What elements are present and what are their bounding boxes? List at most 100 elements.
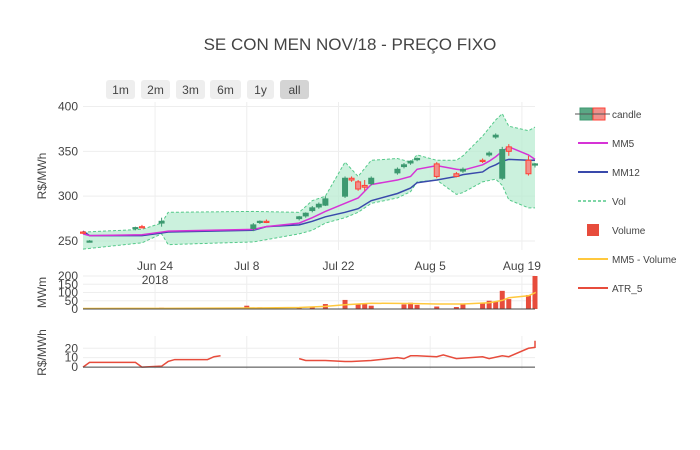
- candle: [532, 162, 538, 168]
- legend-item-mm12[interactable]: MM12: [578, 168, 640, 179]
- range-button-label: all: [288, 83, 300, 97]
- mm5-volume-line: [82, 291, 536, 310]
- candle: [407, 160, 414, 165]
- candle: [250, 223, 257, 232]
- volume-bar: [493, 301, 499, 309]
- y-tick-label: 400: [58, 99, 78, 113]
- candle-body: [263, 220, 270, 223]
- range-button-label: 3m: [182, 83, 199, 97]
- candle-body: [256, 220, 263, 223]
- range-button-bg: [141, 80, 170, 99]
- candle-body: [296, 216, 303, 220]
- candle: [453, 171, 460, 178]
- range-button-label: 2m: [147, 83, 164, 97]
- candle-body: [459, 168, 466, 172]
- volume-bar: [506, 299, 512, 309]
- candle-body: [525, 159, 532, 175]
- candle: [414, 157, 421, 162]
- chart-title: SE CON MEN NOV/18 - PREÇO FIXO: [204, 35, 497, 54]
- atr-5-line: [298, 340, 536, 363]
- candle-body: [86, 240, 93, 243]
- candle: [322, 196, 329, 207]
- candle: [361, 180, 368, 191]
- candle-body: [138, 226, 145, 229]
- candle: [302, 212, 309, 218]
- candle-body: [453, 173, 460, 177]
- candle: [400, 162, 407, 169]
- volume-bar: [453, 307, 459, 309]
- y-axis-title-price: R$/MWh: [35, 153, 49, 200]
- range-button-bg: [280, 80, 309, 99]
- x-tick-label: Jun 24: [137, 259, 173, 273]
- candle: [486, 151, 493, 157]
- legend-label: MM5: [612, 139, 635, 150]
- y-tick-label: 20: [65, 341, 79, 355]
- candle-body: [394, 168, 401, 174]
- y-tick-label: 150: [58, 277, 78, 291]
- volume-bar: [401, 304, 407, 309]
- candle-body: [433, 163, 440, 177]
- y-axis-title-atr: R$/MWh: [35, 329, 49, 376]
- vol-band-fill: [83, 113, 535, 250]
- y-tick-label: 0: [71, 302, 78, 316]
- volume-bar: [309, 307, 315, 309]
- range-button-2m[interactable]: 2m: [141, 80, 170, 99]
- candle: [158, 217, 165, 227]
- y-tick-label: 10: [65, 351, 79, 365]
- legend-label: MM5 - Volume: [612, 255, 677, 266]
- range-button-all[interactable]: all: [280, 80, 309, 99]
- candle-body: [368, 177, 375, 185]
- y-axis-title-volume: MWm: [35, 277, 49, 308]
- candle-body: [80, 231, 86, 234]
- candle: [132, 226, 139, 231]
- candle-body: [348, 177, 355, 181]
- legend-label: candle: [612, 110, 642, 121]
- candle: [296, 215, 303, 221]
- vol-upper-line: [82, 112, 536, 233]
- range-button-label: 1m: [112, 83, 129, 97]
- range-button-6m[interactable]: 6m: [210, 80, 241, 99]
- legend-item-mm5[interactable]: MM5: [578, 139, 635, 150]
- candle-body: [400, 164, 407, 168]
- candle: [505, 144, 512, 156]
- candle: [342, 176, 349, 198]
- candle-body: [479, 159, 486, 163]
- y-tick-label: 350: [58, 144, 78, 158]
- x-tick-label: Aug 19: [503, 259, 541, 273]
- legend-label: Volume: [612, 226, 646, 237]
- mm5-line: [82, 146, 536, 237]
- candle: [80, 231, 86, 234]
- candle-body: [132, 227, 139, 230]
- legend-item-atr-5[interactable]: ATR_5: [578, 284, 643, 295]
- legend-label: MM12: [612, 168, 640, 179]
- candle-body: [355, 181, 362, 190]
- candle: [315, 202, 322, 209]
- legend-item-candle[interactable]: candle: [575, 107, 642, 121]
- candle-body: [309, 207, 316, 212]
- legend-item-vol[interactable]: Vol: [578, 197, 626, 208]
- x-tick-label: Jul 8: [234, 259, 260, 273]
- y-tick-label: 300: [58, 189, 78, 203]
- y-tick-label: 100: [58, 286, 78, 300]
- volume-bar: [368, 305, 374, 309]
- volume-bar: [296, 307, 302, 309]
- legend-label: Vol: [612, 197, 626, 208]
- range-button-3m[interactable]: 3m: [176, 80, 205, 99]
- range-button-1y[interactable]: 1y: [247, 80, 274, 99]
- legend-label: ATR_5: [612, 284, 643, 295]
- volume-bar: [434, 306, 440, 309]
- y-tick-label: 0: [71, 360, 78, 374]
- candle-body: [158, 220, 165, 224]
- range-button-1m[interactable]: 1m: [106, 80, 135, 99]
- vol-lower-line: [82, 178, 535, 250]
- candle: [459, 167, 466, 173]
- volume-bar: [355, 304, 361, 309]
- legend-item-volume[interactable]: Volume: [587, 224, 646, 237]
- legend-item-mm5-volume[interactable]: MM5 - Volume: [578, 255, 677, 266]
- range-button-label: 1y: [254, 83, 267, 97]
- candle: [479, 158, 486, 163]
- volume-bar: [408, 302, 414, 309]
- y-tick-label: 50: [65, 294, 79, 308]
- x-tick-year: 2018: [142, 273, 169, 287]
- range-button-bg: [106, 80, 135, 99]
